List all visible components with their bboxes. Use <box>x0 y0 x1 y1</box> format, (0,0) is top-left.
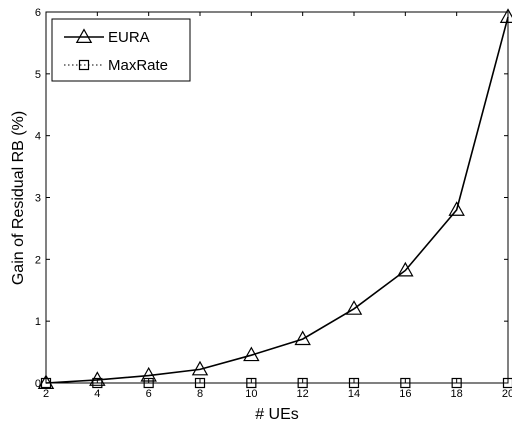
data-point-maxrate <box>143 377 154 389</box>
legend-box <box>51 18 191 82</box>
data-point-maxrate <box>400 377 411 389</box>
data-point-eura <box>37 374 55 389</box>
data-point-eura <box>294 330 311 346</box>
y-axis-label: Gain of Residual RB (%) <box>10 111 27 285</box>
x-tick-label: 2 <box>43 388 49 400</box>
x-tick-label: 20 <box>502 388 512 400</box>
x-tick-label: 12 <box>297 388 309 400</box>
data-point-eura <box>243 346 260 362</box>
y-tick-label: 5 <box>35 69 41 81</box>
data-point-eura <box>345 300 363 315</box>
legend-marker-eura <box>75 28 93 44</box>
legend-label-maxrate: MaxRate <box>108 57 168 74</box>
data-point-maxrate <box>502 377 512 389</box>
data-point-maxrate <box>451 377 462 389</box>
x-tick-label: 4 <box>94 388 100 400</box>
x-tick-label: 18 <box>451 388 463 400</box>
x-tick-label: 6 <box>146 388 152 400</box>
series-line-eura <box>45 16 509 384</box>
data-point-maxrate <box>194 377 206 389</box>
data-point-eura <box>140 366 157 382</box>
y-tick-label: 2 <box>35 254 41 266</box>
x-tick-label: 16 <box>399 388 411 400</box>
legend: EURA MaxRate <box>51 18 191 82</box>
data-point-maxrate <box>348 377 360 389</box>
x-tick-label: 10 <box>245 388 257 400</box>
data-point-eura <box>191 360 209 376</box>
data-point-maxrate <box>40 377 52 389</box>
y-tick-label: 1 <box>35 316 41 328</box>
y-tick-label: 3 <box>35 193 41 205</box>
x-tick-label: 8 <box>197 388 203 400</box>
legend-label-eura: EURA <box>108 29 150 46</box>
series-maxrate <box>40 377 512 389</box>
data-point-maxrate <box>297 377 308 389</box>
y-tick-label: 0 <box>35 378 41 390</box>
y-tick-label: 4 <box>35 131 41 143</box>
data-point-maxrate <box>92 377 103 389</box>
x-tick-label: 14 <box>348 388 360 400</box>
legend-marker-maxrate <box>78 59 90 71</box>
data-point-eura <box>397 261 414 277</box>
x-axis-label: # UEs <box>255 406 299 423</box>
y-tick-label: 6 <box>35 7 41 19</box>
data-point-eura <box>448 201 465 216</box>
data-point-maxrate <box>246 377 257 389</box>
